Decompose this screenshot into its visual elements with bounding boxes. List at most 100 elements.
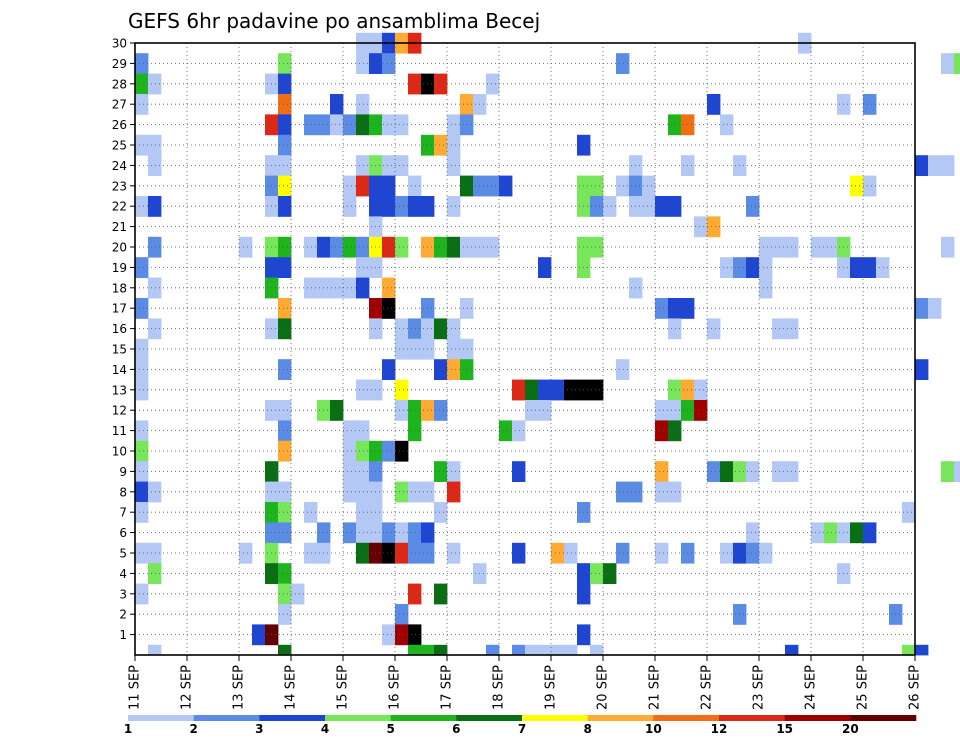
heatmap-cell [408, 73, 422, 95]
y-tick-label: 4 [119, 567, 127, 581]
heatmap-cell [356, 502, 370, 523]
y-tick-label: 12 [112, 404, 127, 418]
heatmap-cell [278, 644, 292, 656]
heatmap-cell [135, 134, 149, 156]
heatmap-cell [954, 461, 960, 482]
heatmap-cell [499, 420, 513, 442]
heatmap-cell [395, 114, 409, 136]
heatmap-cell [512, 542, 526, 564]
y-tick-label: 23 [112, 179, 127, 193]
heatmap-cell [148, 134, 162, 156]
heatmap-cell [759, 542, 773, 564]
heatmap-cell [356, 53, 370, 74]
x-tick-label: 15 SEP [336, 665, 351, 710]
heatmap-cell [746, 196, 760, 217]
heatmap-cell [863, 175, 877, 197]
heatmap-cell [486, 644, 500, 656]
heatmap-cell [343, 236, 357, 258]
heatmap-cell [772, 461, 786, 482]
y-tick-label: 10 [112, 445, 127, 459]
heatmap-cell [304, 502, 318, 523]
y-tick-label: 25 [112, 139, 127, 153]
heatmap-cell [447, 318, 461, 340]
heatmap-cell [447, 359, 461, 380]
heatmap-cell [408, 522, 422, 544]
heatmap-cell [772, 318, 786, 340]
y-tick-label: 1 [119, 628, 127, 642]
heatmap-cell [395, 236, 409, 258]
heatmap-cell [395, 196, 409, 217]
legend-label: 6 [452, 722, 460, 736]
heatmap-cell [343, 420, 357, 442]
legend-label: 12 [711, 722, 728, 736]
heatmap-cell [304, 542, 318, 564]
heatmap-cell [395, 318, 409, 340]
heatmap-cell [395, 440, 409, 462]
x-tick-label: 12 SEP [180, 665, 195, 710]
heatmap-cell [278, 400, 292, 421]
heatmap-cell [486, 236, 500, 258]
heatmap-cell [460, 359, 474, 380]
heatmap-cell [343, 114, 357, 136]
x-tick-label: 22 SEP [700, 665, 715, 710]
heatmap-cell [655, 481, 669, 503]
heatmap-cell [148, 318, 162, 340]
heatmap-cell [525, 644, 539, 656]
heatmap-cell [616, 542, 630, 564]
heatmap-cell [551, 379, 565, 401]
heatmap-cell [434, 318, 448, 340]
heatmap-cell [616, 359, 630, 380]
heatmap-cell [811, 522, 825, 544]
heatmap-cell [356, 542, 370, 564]
heatmap-cell [668, 481, 682, 503]
heatmap-cell [460, 114, 474, 136]
y-tick-label: 16 [112, 322, 127, 336]
x-tick-label: 11 SEP [128, 665, 143, 710]
heatmap-cell [590, 379, 604, 401]
heatmap-cell [382, 359, 396, 380]
heatmap-cell [239, 236, 253, 258]
heatmap-cell [135, 440, 149, 462]
y-tick-label: 14 [112, 363, 127, 377]
y-tick-label: 9 [119, 465, 127, 479]
y-axis: 1234567891011121314151617181920212223242… [112, 37, 135, 642]
heatmap-cell [148, 236, 162, 258]
legend-swatch [653, 715, 720, 721]
heatmap-cell [707, 94, 721, 115]
heatmap-cell [330, 400, 344, 421]
heatmap-cell [447, 481, 461, 503]
heatmap-cell [668, 114, 682, 136]
heatmap-cell [746, 542, 760, 564]
heatmap-cell [447, 196, 461, 217]
y-tick-label: 5 [119, 547, 127, 561]
heatmap-cell [408, 400, 422, 421]
legend-label: 1 [124, 722, 132, 736]
x-tick-label: 19 SEP [544, 665, 559, 710]
heatmap-cell [382, 542, 396, 564]
heatmap-cell [746, 461, 760, 482]
heatmap-cell [486, 175, 500, 197]
heatmap-cell [382, 155, 396, 176]
heatmap-cell [304, 236, 318, 258]
heatmap-cell [278, 175, 292, 197]
heatmap-cell [538, 257, 552, 278]
heatmap-cell [395, 379, 409, 401]
heatmap-cell [135, 379, 149, 401]
heatmap-cell [434, 583, 448, 605]
heatmap-cell [135, 359, 149, 380]
heatmap-cell [382, 277, 396, 299]
y-tick-label: 29 [112, 57, 127, 71]
heatmap-cell [811, 236, 825, 258]
heatmap-cell [707, 461, 721, 482]
heatmap-cell [759, 236, 773, 258]
heatmap-cell [902, 502, 916, 523]
heatmap-cell [343, 461, 357, 482]
heatmap-cell [356, 522, 370, 544]
heatmap-cell [694, 379, 708, 401]
heatmap-cell [356, 257, 370, 278]
heatmap-cell [941, 53, 955, 74]
y-tick-label: 21 [112, 220, 127, 234]
y-tick-label: 15 [112, 343, 127, 357]
heatmap-cell [460, 338, 474, 360]
heatmap-cell [785, 644, 799, 656]
